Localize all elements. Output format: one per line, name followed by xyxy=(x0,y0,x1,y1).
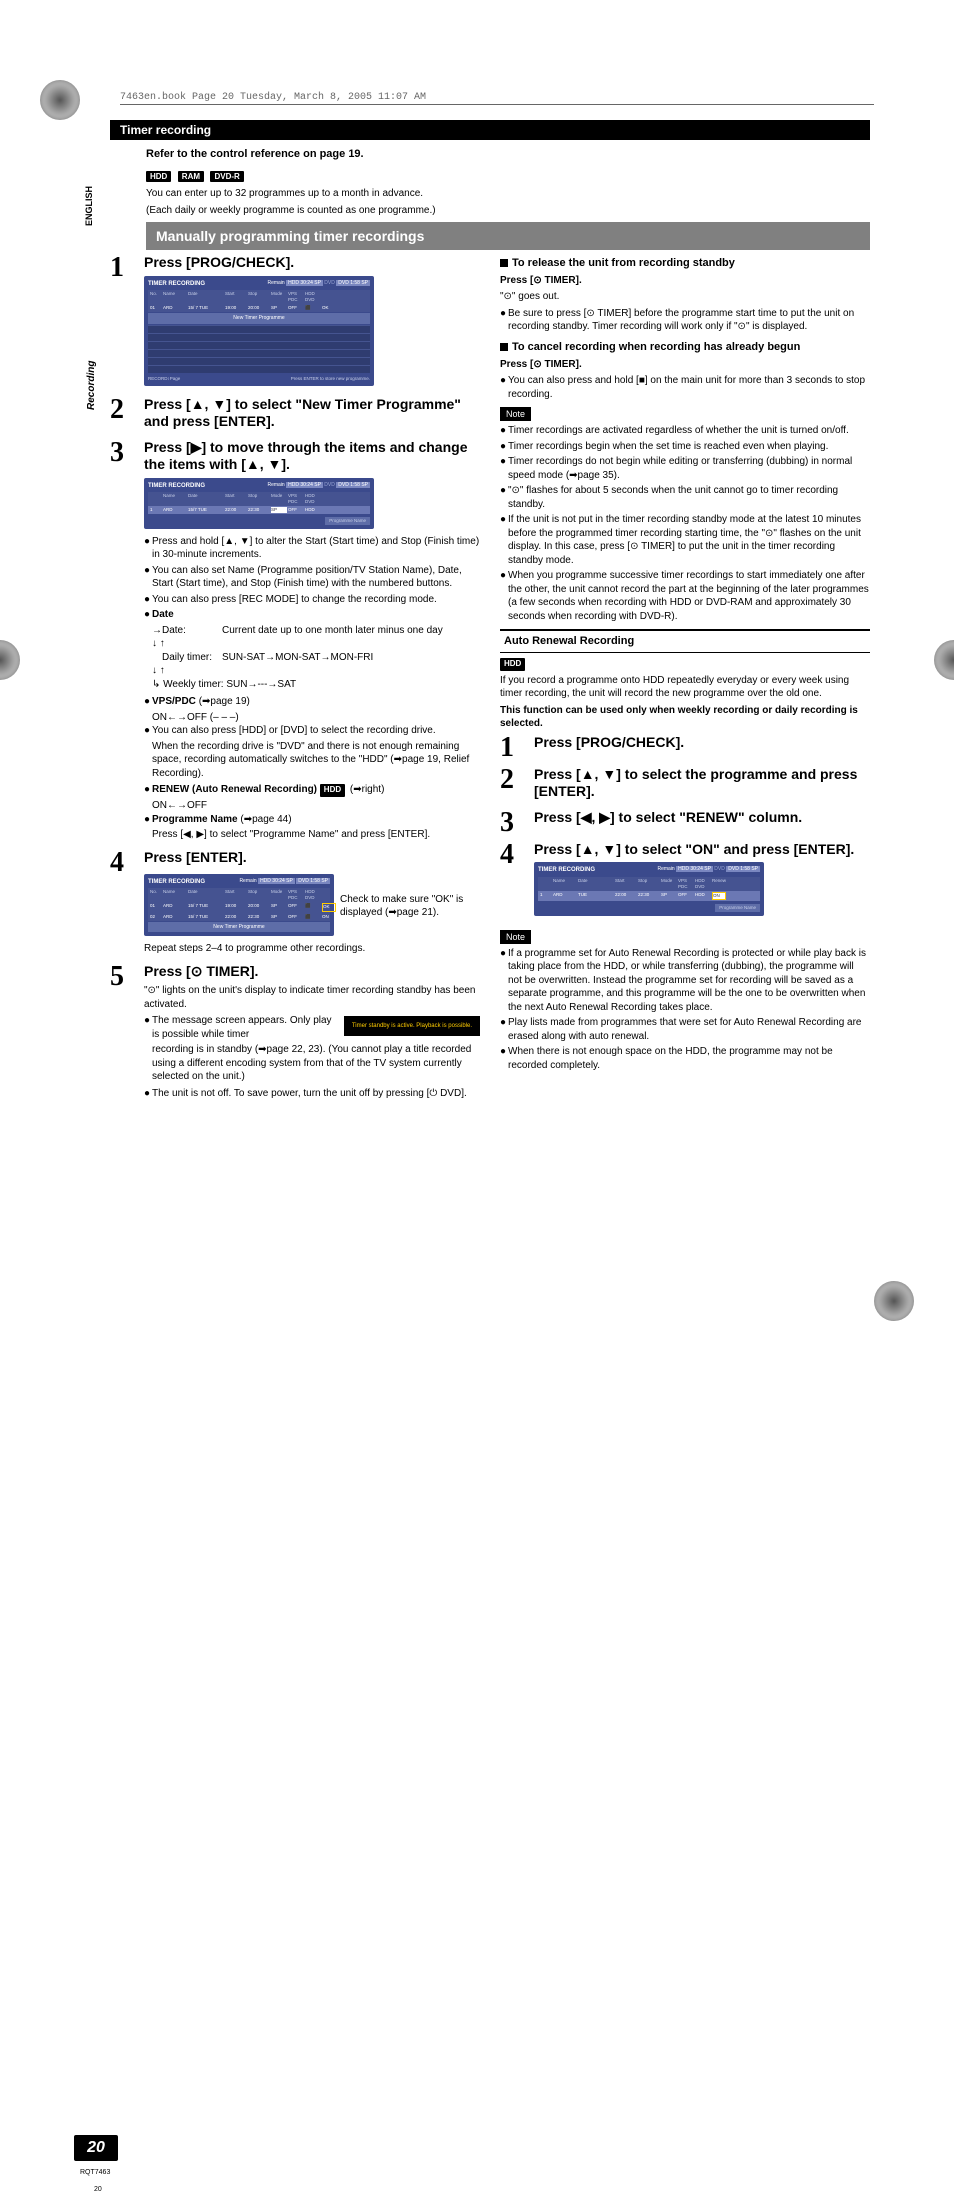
section-title: Timer recording xyxy=(110,120,870,140)
step4-title: Press [ENTER]. xyxy=(144,849,480,867)
media-tags: HDD RAM DVD-R xyxy=(146,166,870,184)
r-h2: To cancel recording when recording has a… xyxy=(512,341,800,353)
step-num-4: 4 xyxy=(110,849,144,877)
arr-tag: HDD xyxy=(500,658,525,671)
step-num-3: 3 xyxy=(110,439,144,467)
crop-mark-tl xyxy=(40,80,80,120)
s3-b3: You can also press [REC MODE] to change … xyxy=(152,593,480,607)
s3-b2: You can also set Name (Programme positio… xyxy=(152,564,480,591)
standby-message: Timer standby is active. Playback is pos… xyxy=(344,1016,480,1036)
grey-heading: Manually programming timer recordings xyxy=(146,222,870,250)
auto-renewal-heading: Auto Renewal Recording xyxy=(500,629,870,653)
page-tiny: 20 xyxy=(94,2186,102,2193)
step3-title: Press [▶] to move through the items and … xyxy=(144,439,480,474)
step-num-5: 5 xyxy=(110,963,144,991)
page-content: ENGLISH Recording 20 RQT7463 20 Timer re… xyxy=(110,120,870,1106)
page-code: RQT7463 xyxy=(80,2169,110,2176)
language-tab: ENGLISH xyxy=(84,186,94,226)
step5-title: Press [⊙ TIMER]. xyxy=(144,963,480,981)
step-num-1: 1 xyxy=(110,254,144,282)
timer-screen-mock-1: TIMER RECORDINGRemain HDD 30:24 SP DVD D… xyxy=(144,276,374,386)
crop-mark-br xyxy=(874,1281,914,1321)
s3-date-h: Date xyxy=(152,608,480,622)
tag-dvdr: DVD-R xyxy=(210,171,243,182)
crop-mark-ml xyxy=(0,640,20,680)
tag-hdd: HDD xyxy=(146,171,171,182)
s3-b1: Press and hold [▲, ▼] to alter the Start… xyxy=(152,535,480,562)
tag-ram: RAM xyxy=(178,171,204,182)
page-number: 20 xyxy=(74,2135,118,2161)
step2-title: Press [▲, ▼] to select "New Timer Progra… xyxy=(144,396,480,431)
intro-line-1: You can enter up to 32 programmes up to … xyxy=(146,188,870,199)
section-tab: Recording xyxy=(86,361,97,410)
intro-line-2: (Each daily or weekly programme is count… xyxy=(146,205,870,216)
timer-screen-mock-2: TIMER RECORDINGRemain HDD 30:24 SP DVD D… xyxy=(144,478,374,529)
step1-title: Press [PROG/CHECK]. xyxy=(144,254,480,272)
left-column: 1 Press [PROG/CHECK]. TIMER RECORDINGRem… xyxy=(110,254,480,1106)
right-column: To release the unit from recording stand… xyxy=(500,254,870,1106)
step-num-2: 2 xyxy=(110,396,144,424)
note-label-2: Note xyxy=(500,930,531,944)
crop-mark-mr xyxy=(934,640,954,680)
r-h1: To release the unit from recording stand… xyxy=(512,257,735,269)
timer-screen-mock-3: TIMER RECORDINGRemain HDD 30:24 SP DVD 1… xyxy=(144,874,334,936)
refer-note: Refer to the control reference on page 1… xyxy=(146,148,870,160)
pdf-header-line: 7463en.book Page 20 Tuesday, March 8, 20… xyxy=(120,92,874,105)
timer-screen-mock-4: TIMER RECORDINGRemain HDD 30:24 SP DVD D… xyxy=(534,862,764,915)
note-label-1: Note xyxy=(500,407,531,421)
